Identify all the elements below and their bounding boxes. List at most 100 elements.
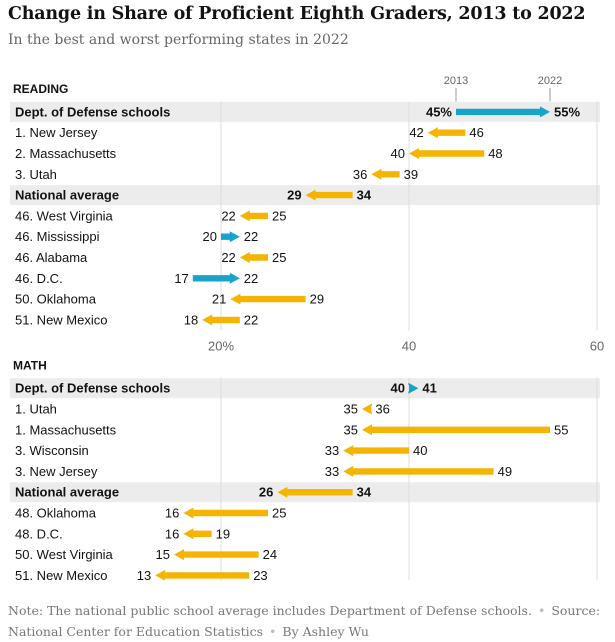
- note-text: Note: The national public school average…: [8, 603, 532, 618]
- value-label-2022: 16: [165, 506, 179, 521]
- change-arrow: [192, 272, 240, 284]
- change-arrow: [362, 424, 550, 436]
- change-arrow: [343, 445, 409, 457]
- value-label-2022: 40: [391, 146, 405, 161]
- value-label-2022: 15: [156, 547, 170, 562]
- row-label: 48. D.C.: [15, 526, 63, 541]
- value-label-2022: 33: [325, 464, 339, 479]
- change-arrow: [427, 127, 466, 139]
- row-label: 46. Alabama: [15, 250, 88, 265]
- value-label-2013: 45%: [426, 104, 452, 119]
- value-label-2022: 18: [184, 312, 198, 327]
- value-label-2022: 26: [259, 485, 273, 500]
- row-label: 48. Oklahoma: [15, 506, 97, 521]
- row-label: 51. New Mexico: [15, 568, 107, 580]
- value-label-2022: 22: [244, 271, 258, 286]
- row-label: National average: [15, 188, 119, 203]
- row-label: 2. Massachusetts: [15, 146, 117, 161]
- value-label-2013: 55: [554, 422, 568, 437]
- note-byline: By Ashley Wu: [282, 624, 369, 639]
- change-arrow: [362, 403, 372, 415]
- value-label-2022: 41: [422, 381, 436, 396]
- row-label: 46. Mississippi: [15, 229, 100, 244]
- value-label-2022: 22: [221, 250, 235, 265]
- value-label-2013: 24: [263, 547, 277, 562]
- change-arrow: [239, 210, 268, 222]
- value-label-2013: 17: [174, 271, 188, 286]
- change-arrow: [408, 382, 419, 394]
- chart-note: Note: The national public school average…: [8, 600, 608, 642]
- value-label-2013: 49: [498, 464, 512, 479]
- x-tick-label: 20%: [208, 338, 234, 353]
- value-label-2022: 36: [353, 167, 367, 182]
- separator-dot: •: [269, 624, 277, 639]
- change-arrow: [183, 528, 212, 540]
- value-label-2022: 55%: [554, 104, 580, 119]
- value-label-2013: 25: [272, 208, 286, 223]
- change-arrow: [456, 106, 550, 118]
- value-label-2022: 16: [165, 526, 179, 541]
- legend-2013-label: 2013: [444, 75, 468, 87]
- highlight-band: [10, 378, 600, 399]
- row-label: 46. D.C.: [15, 271, 63, 286]
- change-arrow: [343, 465, 494, 477]
- value-label-2013: 22: [244, 312, 258, 327]
- value-label-2022: 42: [409, 125, 423, 140]
- change-arrow: [221, 231, 240, 243]
- change-arrow: [174, 549, 259, 561]
- row-label: 1. Massachusetts: [15, 422, 117, 437]
- row-label: Dept. of Defense schools: [15, 381, 170, 396]
- legend-2022-label: 2022: [538, 75, 562, 87]
- value-label-2013: 20: [203, 229, 217, 244]
- row-label: 3. Wisconsin: [15, 443, 89, 458]
- value-label-2013: 48: [488, 146, 502, 161]
- change-arrow: [305, 189, 353, 201]
- change-arrow: [183, 507, 268, 519]
- row-label: 46. West Virginia: [15, 208, 114, 223]
- change-arrow: [409, 148, 485, 159]
- highlight-band: [10, 185, 600, 206]
- row-label: 3. Utah: [15, 167, 57, 182]
- change-arrow: [155, 569, 250, 580]
- row-label: 50. West Virginia: [15, 547, 114, 562]
- value-label-2013: 46: [469, 125, 483, 140]
- value-label-2022: 35: [344, 422, 358, 437]
- chart-subtitle: In the best and worst performing states …: [8, 32, 349, 48]
- value-label-2013: 25: [272, 250, 286, 265]
- value-label-2013: 39: [404, 167, 418, 182]
- x-tick-label: 60: [590, 338, 604, 353]
- row-label: National average: [15, 485, 119, 500]
- value-label-2022: 22: [244, 229, 258, 244]
- change-arrow: [239, 252, 268, 263]
- value-label-2013: 34: [357, 485, 372, 500]
- note-source: Source: National Center for Education St…: [8, 603, 601, 639]
- panel-title: MATH: [13, 358, 47, 372]
- value-label-2022: 33: [325, 443, 339, 458]
- row-label: 3. New Jersey: [15, 464, 98, 479]
- value-label-2022: 13: [137, 568, 151, 580]
- x-tick-label: 40: [402, 338, 416, 353]
- highlight-band: [10, 101, 600, 122]
- value-label-2013: 29: [310, 292, 324, 307]
- chart-title: Change in Share of Proficient Eighth Gra…: [8, 4, 586, 24]
- change-arrow: [202, 314, 240, 326]
- change-arrow: [371, 168, 400, 180]
- value-label-2013: 36: [375, 402, 389, 417]
- row-label: 50. Oklahoma: [15, 292, 97, 307]
- value-label-2013: 40: [391, 381, 405, 396]
- change-arrow: [277, 486, 353, 498]
- row-label: 1. New Jersey: [15, 125, 98, 140]
- value-label-2022: 29: [287, 188, 301, 203]
- value-label-2022: 21: [212, 292, 226, 307]
- panel-title: READING: [13, 82, 68, 96]
- row-label: 1. Utah: [15, 402, 57, 417]
- value-label-2013: 34: [357, 188, 372, 203]
- value-label-2022: 22: [221, 208, 235, 223]
- value-label-2013: 19: [216, 526, 230, 541]
- value-label-2022: 35: [344, 402, 358, 417]
- row-label: Dept. of Defense schools: [15, 104, 170, 119]
- row-label: 51. New Mexico: [15, 312, 107, 327]
- change-arrow: [230, 293, 306, 305]
- value-label-2013: 23: [253, 568, 267, 580]
